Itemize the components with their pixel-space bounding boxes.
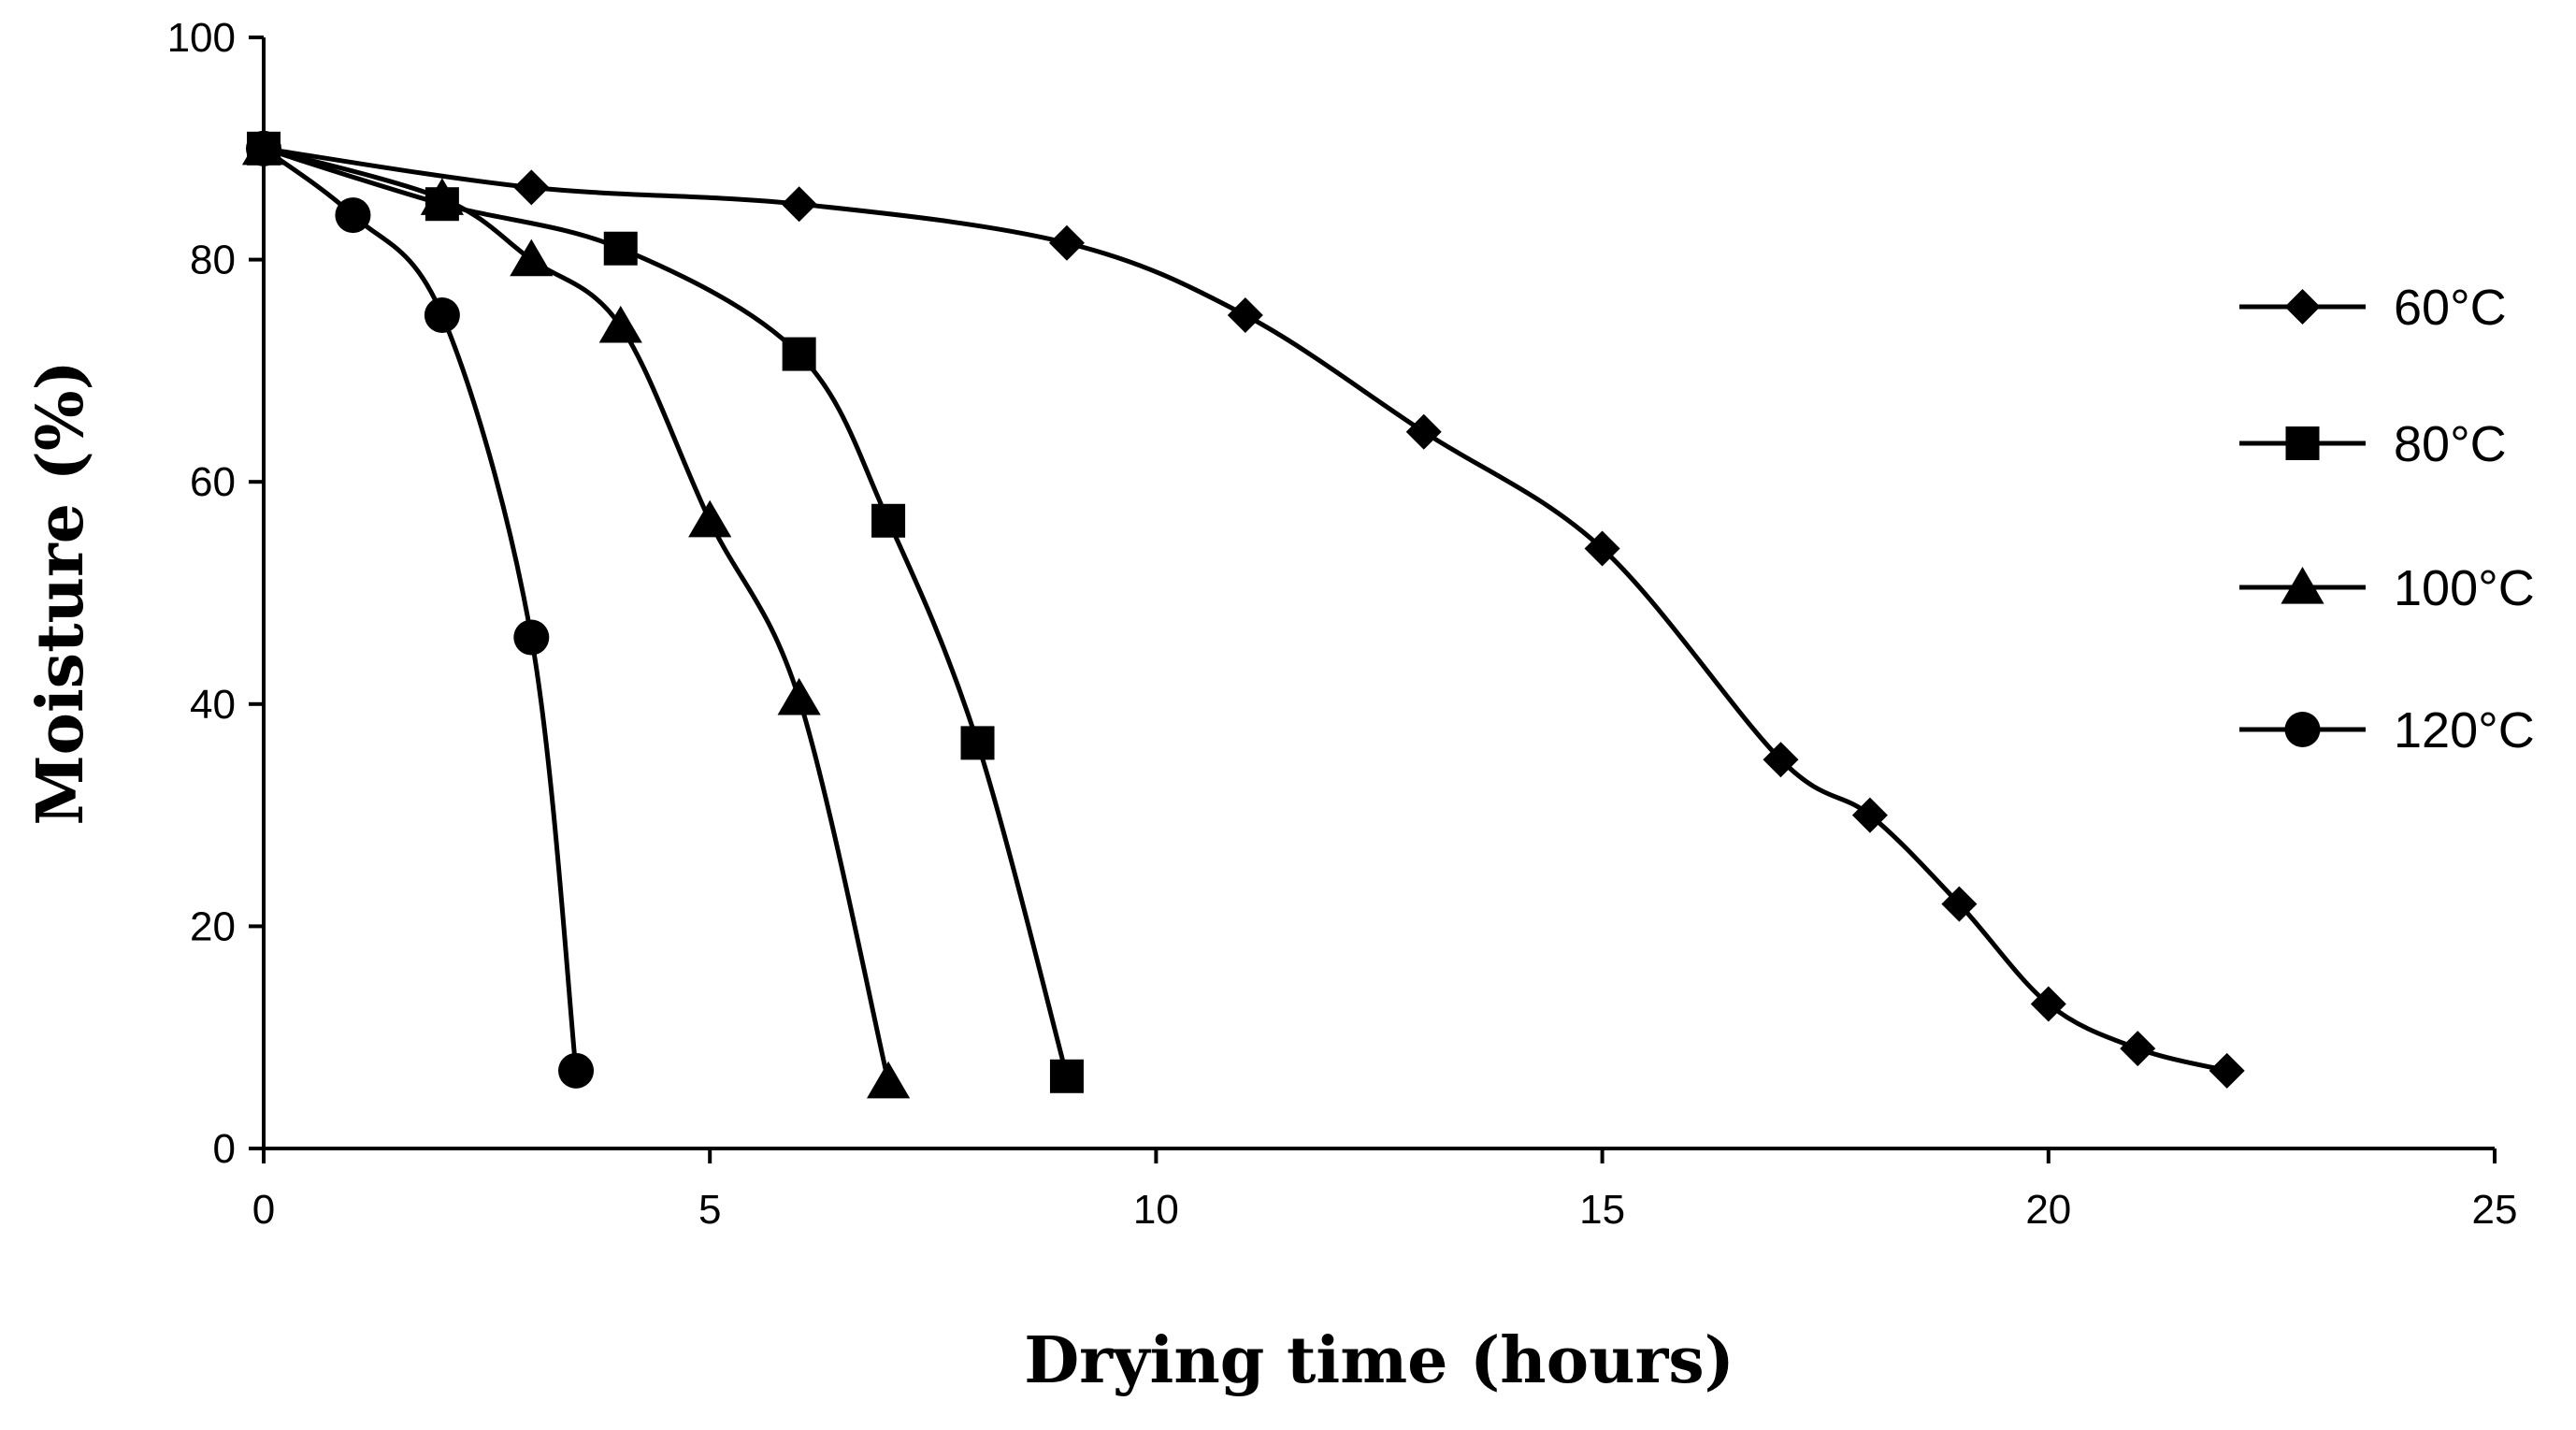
y-tick-label: 20	[190, 903, 236, 949]
legend-label: 100°C	[2394, 560, 2535, 616]
data-point-square	[1049, 1059, 1084, 1093]
data-point-circle	[246, 130, 281, 166]
x-tick-label: 10	[1133, 1187, 1179, 1233]
axes	[262, 37, 2495, 1150]
legend-entry: 80°C	[2239, 416, 2507, 472]
data-point-triangle	[777, 677, 821, 715]
legend-marker-triangle	[2281, 567, 2324, 604]
data-point-triangle	[598, 305, 642, 343]
series-line-diamond	[263, 146, 2228, 1074]
legend-entry: 60°C	[2239, 280, 2507, 336]
legend-marker-diamond	[2284, 289, 2321, 325]
x-axis-title: Drying time (hours)	[1024, 1323, 1734, 1398]
data-point-diamond	[781, 186, 817, 223]
data-point-square	[603, 231, 638, 266]
data-point-triangle	[420, 178, 464, 215]
x-tick-label: 15	[1579, 1187, 1625, 1233]
data-point-circle	[558, 1052, 595, 1089]
data-point-diamond	[1048, 224, 1085, 261]
x-tick-label: 0	[252, 1187, 275, 1233]
series-lines	[262, 146, 2228, 1083]
data-point-triangle	[688, 499, 732, 538]
y-axis-title: Moisture (%)	[23, 360, 98, 825]
data-point-diamond	[513, 169, 550, 206]
legend-marker-circle	[2284, 712, 2321, 747]
series-points-triangle	[241, 127, 911, 1099]
series-line-triangle	[263, 146, 891, 1083]
series-points-circle	[246, 130, 595, 1089]
series-points-diamond	[246, 130, 2245, 1089]
legend: 60°C 80°C 100°C 120°C	[2239, 280, 2535, 758]
data-point-diamond	[2030, 986, 2066, 1022]
x-tick-label: 5	[698, 1187, 721, 1233]
legend-label: 80°C	[2394, 416, 2507, 472]
y-tick-label: 40	[190, 682, 236, 728]
legend-entry: 100°C	[2239, 560, 2535, 616]
data-point-diamond	[1405, 413, 1442, 450]
legend-marker-square	[2285, 426, 2320, 460]
series-points-square	[247, 131, 1084, 1093]
x-tick-label: 20	[2025, 1187, 2071, 1233]
data-point-diamond	[1941, 886, 1978, 922]
series-line-circle	[262, 146, 579, 1072]
data-point-triangle	[866, 1061, 911, 1099]
legend-entry: 120°C	[2239, 702, 2535, 758]
legend-label: 120°C	[2394, 702, 2535, 758]
data-point-diamond	[1227, 297, 1263, 333]
data-point-circle	[424, 297, 460, 333]
data-point-diamond	[2120, 1031, 2156, 1067]
data-point-diamond	[2209, 1052, 2245, 1089]
y-tick-label: 80	[190, 238, 236, 283]
series-markers	[241, 127, 2245, 1099]
y-tick-label: 60	[190, 459, 236, 505]
series-line-square	[263, 146, 1070, 1077]
data-point-triangle	[510, 238, 554, 277]
data-point-square	[871, 503, 906, 538]
data-point-square	[782, 337, 816, 371]
legend-label: 60°C	[2394, 280, 2507, 336]
x-tick-label: 25	[2472, 1187, 2518, 1233]
axis-ticks: 0 5 10 15 20 25 0 20 40 60 80 100	[167, 15, 2518, 1233]
data-point-diamond	[1851, 797, 1888, 833]
data-point-circle	[513, 619, 550, 656]
data-point-diamond	[1763, 742, 1799, 778]
data-point-circle	[335, 197, 371, 234]
data-point-square	[960, 726, 995, 760]
y-tick-label: 100	[167, 15, 236, 61]
data-point-diamond	[1584, 530, 1620, 567]
y-tick-label: 0	[213, 1126, 236, 1172]
